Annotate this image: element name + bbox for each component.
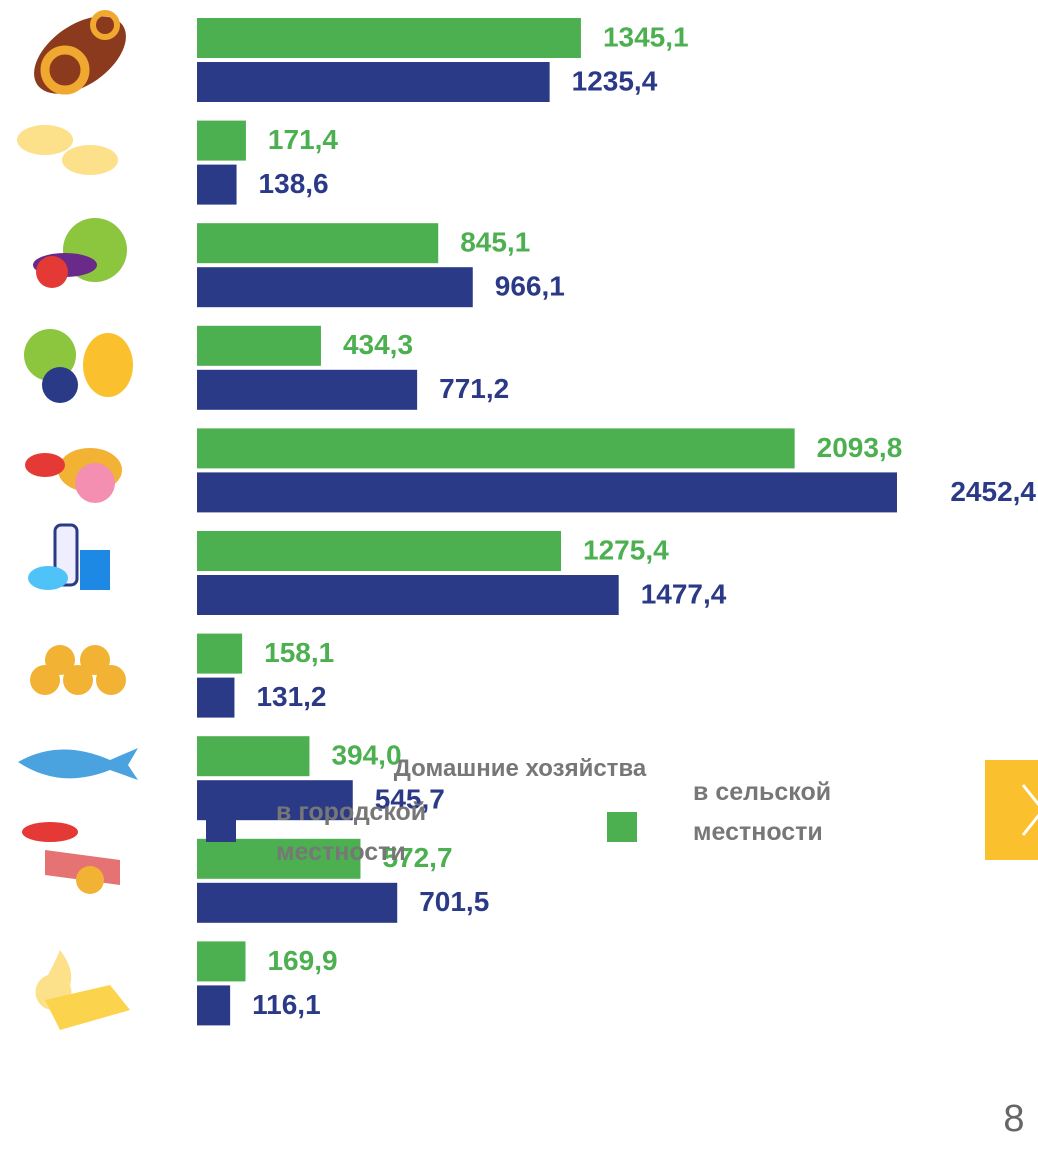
- icon-tomato: [36, 256, 68, 288]
- bar: [197, 267, 473, 308]
- icon-oil: [35, 950, 72, 1011]
- legend-swatch: [206, 812, 236, 842]
- bar: [197, 633, 243, 674]
- bar: [197, 164, 237, 205]
- value-label: 1275,4: [583, 534, 669, 565]
- value-label: 1477,4: [641, 578, 727, 609]
- value-label: 545,7: [375, 784, 445, 815]
- icon-fish: [18, 748, 138, 780]
- bar: [197, 325, 321, 366]
- icon-potato: [17, 125, 73, 155]
- value-label: 434,3: [343, 329, 413, 360]
- value-label: 2452,4: [950, 476, 1036, 507]
- icon-butter: [45, 985, 130, 1030]
- icon-pear: [83, 333, 133, 397]
- value-label: 138,6: [259, 168, 329, 199]
- value-label: 131,2: [256, 681, 326, 712]
- bar: [197, 18, 581, 58]
- bar: [197, 369, 418, 410]
- legend-swatch: [607, 812, 637, 842]
- value-label: 701,5: [419, 886, 489, 917]
- value-label: 1235,4: [572, 65, 658, 96]
- bar: [197, 531, 562, 571]
- value-label: 845,1: [460, 227, 530, 258]
- icon-egg: [30, 665, 60, 695]
- icon-ham: [75, 463, 115, 503]
- legend-label: в сельской местности: [693, 778, 832, 846]
- value-label: 1345,1: [603, 21, 689, 52]
- bar: [197, 120, 246, 161]
- bar: [197, 677, 235, 718]
- icon-potato: [62, 145, 118, 175]
- bar: [197, 941, 246, 982]
- icon-roll: [76, 866, 104, 894]
- icon-bowl: [22, 822, 78, 842]
- value-label: 169,9: [267, 945, 337, 976]
- value-label: 394,0: [331, 740, 401, 771]
- value-label: 572,7: [382, 842, 452, 873]
- value-label: 116,1: [252, 989, 321, 1020]
- icon-egg: [96, 665, 126, 695]
- bar: [197, 428, 795, 469]
- icon-bagel: [40, 45, 90, 95]
- bar: [197, 575, 619, 615]
- bar: [197, 223, 439, 264]
- icon-grapes: [42, 367, 78, 403]
- bar: [197, 838, 361, 879]
- bar: [197, 882, 398, 923]
- value-label: 966,1: [495, 271, 565, 302]
- page-number: 8: [1003, 1098, 1025, 1140]
- value-label: 171,4: [268, 124, 338, 155]
- value-label: 2093,8: [817, 432, 903, 463]
- icons: [17, 10, 138, 1030]
- bar: [197, 736, 310, 777]
- icon-pretzel: [90, 10, 120, 40]
- value-label: 158,1: [264, 637, 334, 668]
- icon-egg: [63, 665, 93, 695]
- chevron: [1021, 784, 1038, 836]
- value-label: 771,2: [439, 373, 509, 404]
- next-button[interactable]: [985, 760, 1038, 860]
- bar: [197, 62, 550, 102]
- legend-title: Домашние хозяйства: [393, 755, 647, 782]
- legend-label: в городской местности: [276, 798, 427, 866]
- icon-sausage: [25, 453, 65, 477]
- icon-egg: [80, 645, 110, 675]
- bar: [197, 985, 231, 1026]
- bar: [197, 472, 897, 513]
- icon-yogurt: [28, 566, 68, 590]
- icon-box: [80, 550, 110, 590]
